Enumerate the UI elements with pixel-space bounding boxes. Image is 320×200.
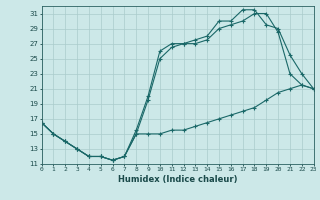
X-axis label: Humidex (Indice chaleur): Humidex (Indice chaleur) bbox=[118, 175, 237, 184]
